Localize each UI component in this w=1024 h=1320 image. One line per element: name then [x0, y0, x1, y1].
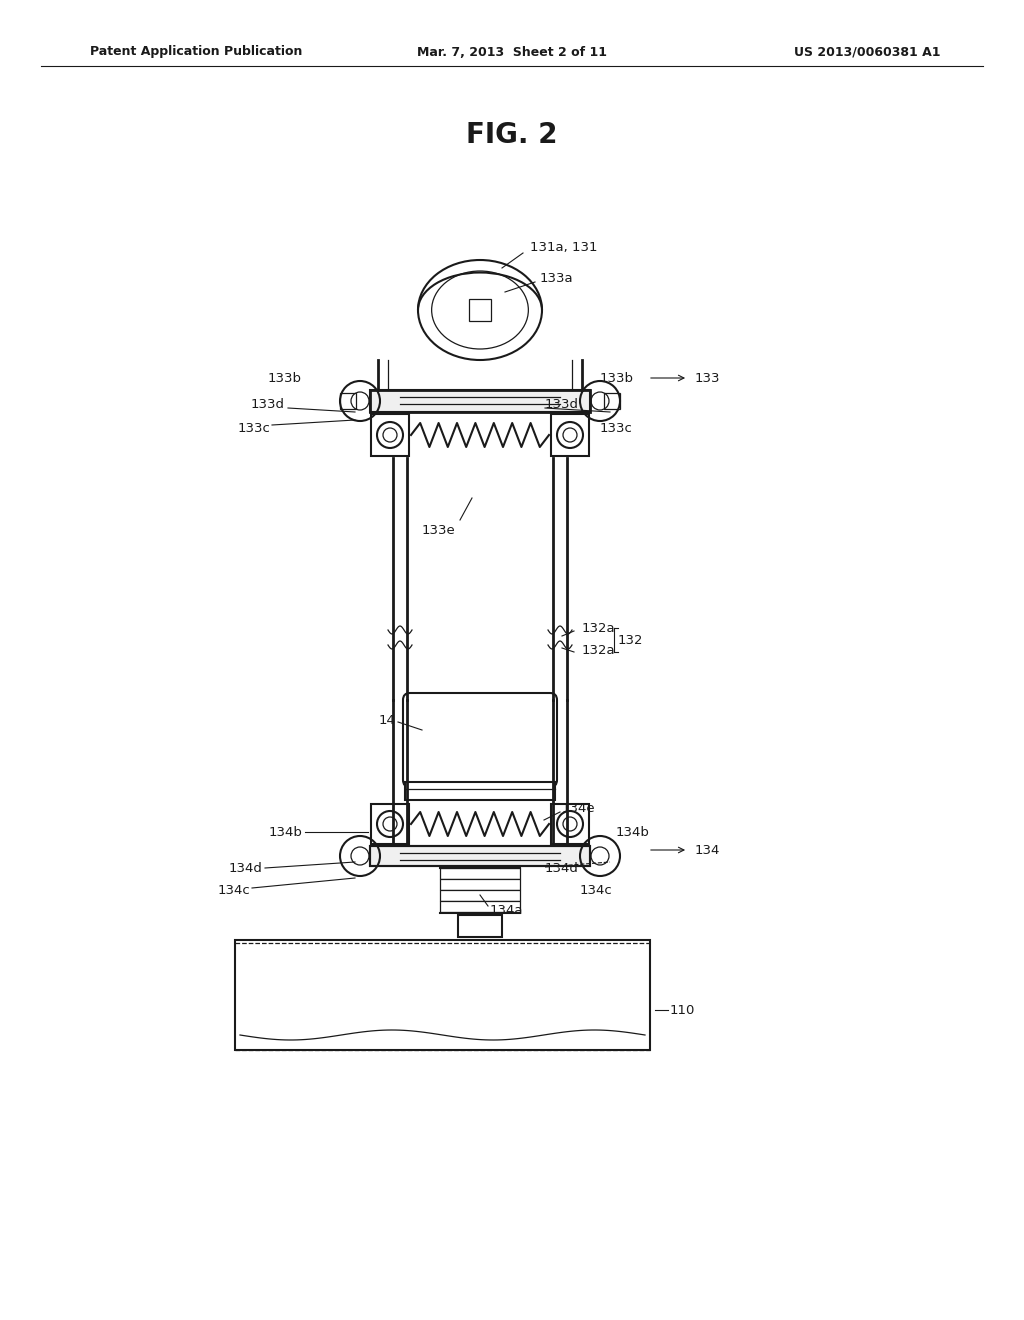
- Text: 132: 132: [618, 634, 643, 647]
- Bar: [551, 414, 589, 455]
- Bar: [370, 846, 590, 866]
- Text: 133e: 133e: [421, 524, 455, 536]
- Text: 14: 14: [378, 714, 395, 726]
- Text: 134c: 134c: [580, 883, 612, 896]
- Text: 133b: 133b: [600, 371, 634, 384]
- Bar: [371, 414, 409, 455]
- Text: 132a: 132a: [582, 622, 615, 635]
- Bar: [371, 804, 409, 843]
- Text: 134c: 134c: [217, 883, 250, 896]
- Bar: [440, 902, 520, 912]
- Bar: [458, 915, 502, 937]
- Text: 133d: 133d: [545, 399, 579, 412]
- Text: 134e: 134e: [562, 801, 596, 814]
- Bar: [406, 781, 555, 800]
- Bar: [604, 393, 620, 409]
- Text: 110: 110: [670, 1003, 695, 1016]
- Text: 133b: 133b: [268, 371, 302, 384]
- Text: 132a: 132a: [582, 644, 615, 656]
- Bar: [440, 869, 520, 879]
- Text: 134a: 134a: [490, 903, 523, 916]
- Bar: [440, 879, 520, 890]
- Text: 133c: 133c: [238, 421, 270, 434]
- Text: 134d: 134d: [545, 862, 579, 874]
- Bar: [370, 389, 590, 412]
- Bar: [370, 846, 590, 866]
- FancyBboxPatch shape: [403, 693, 557, 787]
- Text: Mar. 7, 2013  Sheet 2 of 11: Mar. 7, 2013 Sheet 2 of 11: [417, 45, 607, 58]
- Text: 133: 133: [695, 371, 721, 384]
- Text: 134: 134: [695, 843, 720, 857]
- Bar: [469, 300, 490, 321]
- Bar: [340, 393, 356, 409]
- Text: 133a: 133a: [540, 272, 573, 285]
- Text: US 2013/0060381 A1: US 2013/0060381 A1: [794, 45, 940, 58]
- Bar: [440, 890, 520, 902]
- Ellipse shape: [418, 260, 542, 360]
- Text: FIG. 2: FIG. 2: [466, 121, 558, 149]
- Text: 134b: 134b: [616, 825, 650, 838]
- Text: 131a, 131: 131a, 131: [530, 242, 597, 255]
- Bar: [234, 940, 650, 1049]
- Text: 134d: 134d: [228, 862, 262, 874]
- Text: 133c: 133c: [600, 421, 633, 434]
- Bar: [370, 389, 590, 412]
- Text: 134b: 134b: [268, 825, 302, 838]
- Text: 133d: 133d: [251, 399, 285, 412]
- Bar: [551, 804, 589, 843]
- Text: Patent Application Publication: Patent Application Publication: [90, 45, 302, 58]
